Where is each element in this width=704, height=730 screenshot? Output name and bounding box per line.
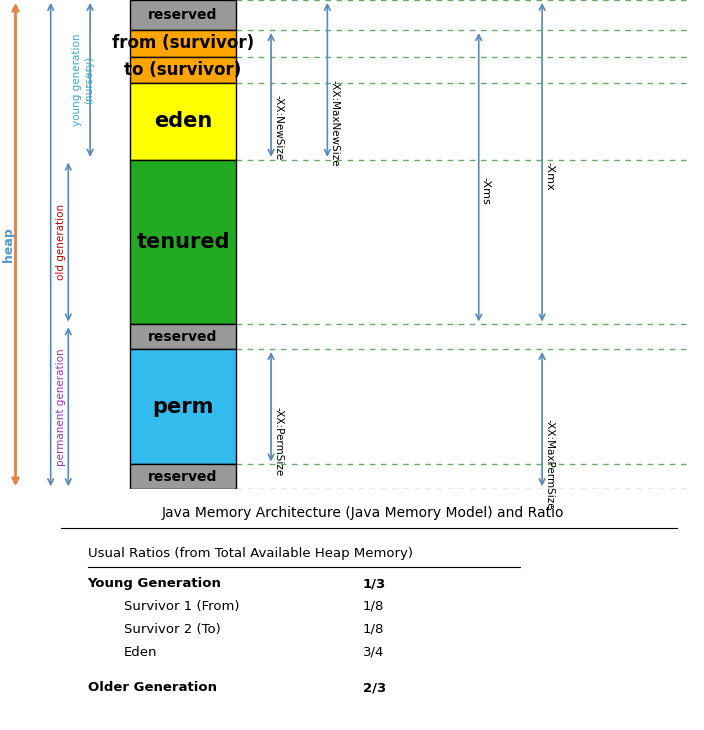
Text: to (survivor): to (survivor) (125, 61, 241, 79)
Text: Older Generation: Older Generation (87, 681, 217, 694)
Text: old generation: old generation (56, 204, 66, 280)
Text: reserved: reserved (149, 8, 218, 22)
Text: Eden: Eden (124, 645, 157, 658)
Text: -Xms: -Xms (481, 177, 491, 205)
FancyBboxPatch shape (130, 160, 236, 324)
Text: Survivor 2 (To): Survivor 2 (To) (124, 623, 220, 636)
Text: 1/8: 1/8 (363, 600, 384, 613)
Text: from (survivor): from (survivor) (112, 34, 254, 53)
FancyBboxPatch shape (130, 83, 236, 160)
Text: heap: heap (2, 227, 15, 262)
Text: 1/3: 1/3 (363, 577, 386, 590)
Text: 2/3: 2/3 (363, 681, 386, 694)
Text: Young Generation: Young Generation (87, 577, 222, 590)
Text: -XX:PermSize: -XX:PermSize (273, 407, 283, 476)
Text: young generation
(nursery): young generation (nursery) (73, 34, 94, 126)
Text: Usual Ratios (from Total Available Heap Memory): Usual Ratios (from Total Available Heap … (87, 547, 413, 560)
Text: -Xmx: -Xmx (544, 162, 554, 191)
Text: permanent generation: permanent generation (56, 348, 66, 466)
Text: -XX:MaxPermSize: -XX:MaxPermSize (544, 419, 554, 510)
Text: Java Memory Architecture (Java Memory Model) and Ratio: Java Memory Architecture (Java Memory Mo… (161, 506, 564, 520)
Text: 3/4: 3/4 (363, 645, 384, 658)
FancyBboxPatch shape (130, 56, 236, 83)
Text: tenured: tenured (137, 232, 230, 252)
Text: eden: eden (154, 111, 212, 131)
FancyBboxPatch shape (130, 324, 236, 349)
Text: Survivor 1 (From): Survivor 1 (From) (124, 600, 239, 613)
Text: reserved: reserved (149, 330, 218, 344)
Text: 1/8: 1/8 (363, 623, 384, 636)
Text: -XX:NewSize: -XX:NewSize (273, 95, 283, 160)
Text: perm: perm (152, 397, 214, 417)
FancyBboxPatch shape (130, 30, 236, 56)
FancyBboxPatch shape (130, 0, 236, 30)
FancyBboxPatch shape (130, 464, 236, 489)
Text: -XX:MaxNewSize: -XX:MaxNewSize (329, 80, 339, 166)
Text: reserved: reserved (149, 469, 218, 484)
FancyBboxPatch shape (130, 349, 236, 464)
